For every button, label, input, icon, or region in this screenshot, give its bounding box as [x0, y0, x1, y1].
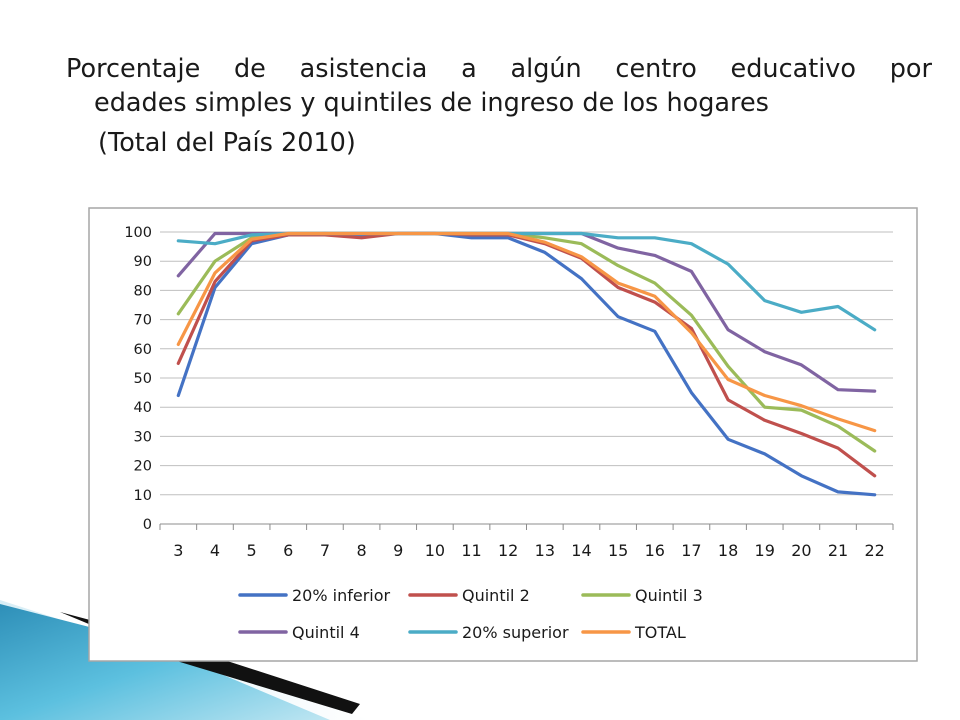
x-tick-label: 5	[247, 541, 257, 560]
y-tick-label: 50	[134, 371, 152, 387]
chart-series	[176, 231, 877, 497]
x-tick-label: 19	[755, 541, 775, 560]
x-tick-label: 10	[425, 541, 445, 560]
chart-legend: 20% inferior Quintil 2 Quintil 3 Quintil 4 2…	[238, 586, 703, 642]
x-tick-label: 17	[681, 541, 701, 560]
y-tick-label: 0	[143, 517, 152, 533]
y-tick-label: 30	[134, 429, 152, 445]
x-tick-label: 15	[608, 541, 628, 560]
chart-axes: 0 10 20 30 40 50 60 70 80 90 100 3 4 5 6 7 8 9 10 11 12 13 14 1…	[124, 225, 894, 560]
x-tick-label: 4	[210, 541, 220, 560]
legend-label: Quintil 3	[635, 586, 703, 605]
x-tick-label: 16	[645, 541, 665, 560]
y-tick-label: 70	[134, 313, 152, 329]
title-line-2: edades simples y quintiles de ingreso de…	[94, 88, 769, 118]
x-tick-label: 20	[791, 541, 811, 560]
x-tick-label: 9	[393, 541, 403, 560]
title-line-3: (Total del País 2010)	[98, 128, 356, 158]
y-tick-label: 100	[124, 225, 152, 241]
x-tick-label: 8	[356, 541, 366, 560]
x-tick-label: 3	[173, 541, 183, 560]
x-tick-label: 14	[571, 541, 591, 560]
legend-label: 20% inferior	[292, 586, 391, 605]
legend-label: 20% superior	[462, 623, 569, 642]
chart-frame	[88, 207, 918, 662]
legend-label: TOTAL	[634, 623, 686, 642]
y-tick-label: 60	[134, 342, 152, 358]
x-tick-label: 13	[535, 541, 555, 560]
x-tick-label: 12	[498, 541, 518, 560]
x-tick-label: 22	[864, 541, 884, 560]
y-tick-label: 80	[134, 283, 152, 299]
series-line-5	[176, 231, 877, 433]
slide-title: Porcentaje de asistencia a algún centro …	[66, 52, 932, 160]
x-tick-label: 11	[461, 541, 481, 560]
x-tick-label: 6	[283, 541, 293, 560]
legend-label: Quintil 4	[292, 623, 360, 642]
title-line-1: Porcentaje de asistencia a algún centro …	[66, 54, 932, 84]
y-tick-label: 20	[134, 459, 152, 475]
legend-label: Quintil 2	[462, 586, 530, 605]
x-tick-label: 18	[718, 541, 738, 560]
y-tick-label: 90	[134, 254, 152, 270]
y-tick-label: 40	[134, 400, 152, 416]
x-tick-label: 21	[828, 541, 848, 560]
y-tick-label: 10	[134, 488, 152, 504]
x-tick-label: 7	[320, 541, 330, 560]
